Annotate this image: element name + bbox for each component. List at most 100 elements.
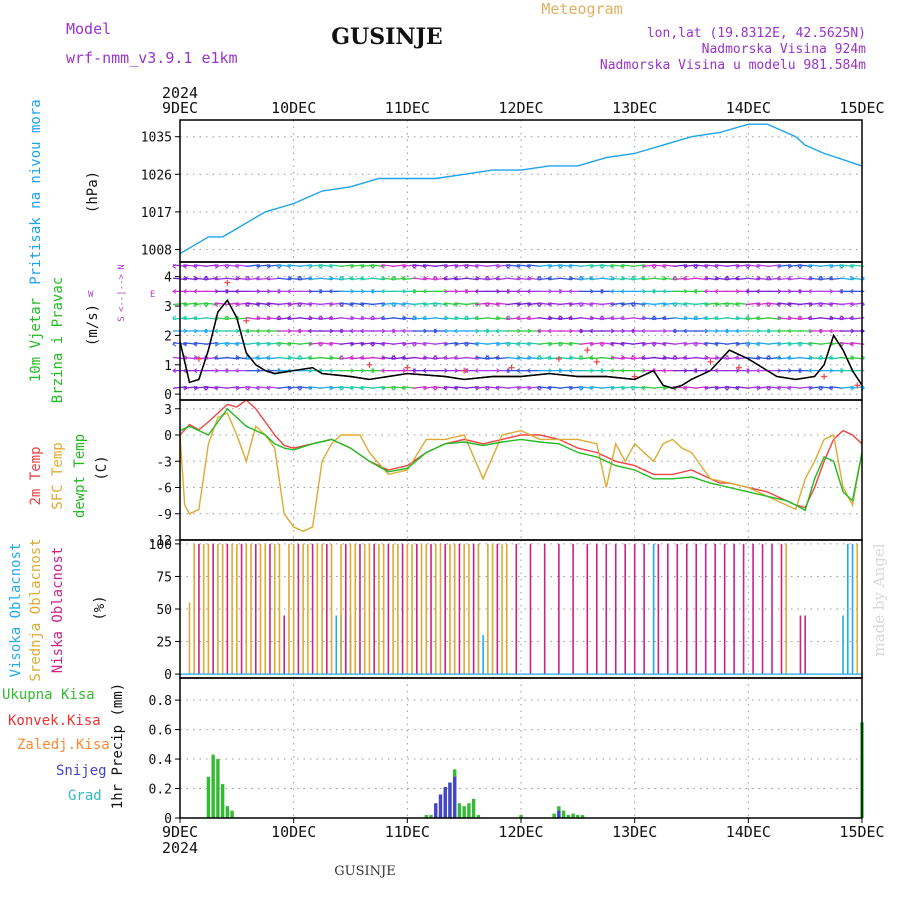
wind-arrowhead — [359, 302, 364, 307]
wind-arrowhead — [317, 315, 323, 321]
wind-arrowhead — [536, 385, 541, 391]
precip-bar — [452, 776, 457, 818]
wind-arrowhead — [463, 263, 469, 269]
wind-arrowhead — [849, 263, 854, 269]
wind-arrowhead — [640, 275, 646, 281]
credit-text: made by Angel — [870, 543, 888, 656]
wind-arrowhead — [422, 341, 427, 347]
wind-arrowhead — [317, 341, 323, 347]
wind-arrowhead — [588, 355, 594, 360]
wind-arrowhead — [838, 368, 844, 374]
wind-arrowhead — [651, 263, 656, 269]
wind-arrowhead — [474, 288, 479, 294]
wind-arrowhead — [192, 263, 198, 269]
wind-arrowhead — [443, 385, 448, 391]
wind-arrowhead — [411, 288, 416, 294]
wind-arrowhead — [203, 328, 208, 334]
wind-arrowhead — [640, 328, 646, 334]
wind-gust-markers — [195, 279, 861, 389]
wind-arrowhead — [609, 263, 614, 269]
wind-arrowhead — [213, 355, 218, 360]
wind-arrowhead — [172, 368, 177, 374]
wind-arrowhead — [766, 275, 771, 281]
wind-arrowhead — [234, 263, 239, 269]
cloud-ytick-label: 50 — [156, 603, 172, 618]
wind-arrowhead — [317, 368, 323, 374]
wind-arrowhead — [682, 385, 687, 391]
wind-arrowhead — [609, 368, 614, 374]
top-time-ticks: 9DEC 10DEC 11DEC 12DEC 13DEC 14DEC 15DEC — [162, 99, 885, 117]
wind-ytick-label: 2 — [164, 329, 172, 344]
wind-arrowhead — [276, 315, 281, 321]
wind-arrowhead — [661, 368, 666, 374]
wind-arrowhead — [588, 302, 594, 307]
wind-arrowhead — [661, 341, 666, 347]
panel-cloud: 0 25 50 75 100 — [149, 538, 863, 683]
wind-arrowhead — [547, 275, 552, 281]
wind-arrowhead — [807, 368, 812, 374]
cloud-series-niska-oblacnost — [198, 543, 806, 675]
wind-arrowhead — [484, 385, 489, 391]
wind-arrowhead — [849, 315, 854, 321]
wind-arrowhead — [182, 341, 187, 347]
wind-arrowhead — [443, 275, 448, 281]
wind-arrowhead — [557, 368, 562, 374]
wind-arrowhead — [370, 315, 375, 321]
wind-arrowhead — [495, 355, 500, 360]
wind-arrowhead — [776, 302, 781, 307]
pressure-ytick-label: 1026 — [141, 168, 172, 183]
precip-ytick-label: 0.2 — [149, 783, 172, 798]
pressure-ytick-label: 1008 — [141, 243, 172, 258]
wind-arrowhead — [599, 341, 604, 347]
wind-arrowhead — [828, 355, 833, 360]
wind-arrowhead — [620, 263, 625, 269]
wind-arrowhead — [703, 341, 708, 347]
wind-arrowhead — [328, 368, 333, 374]
wind-arrowhead — [526, 368, 531, 374]
wind-ytick-label: 1 — [164, 359, 172, 374]
wind-arrowhead — [192, 288, 198, 294]
temp-ylabel-3: dewpt Temp — [72, 434, 88, 518]
model-elevation-text: Nadmorska Visina u modelu 981.584m — [600, 58, 866, 73]
wind-arrowhead — [224, 263, 229, 269]
wind-arrowhead — [630, 328, 635, 334]
wind-arrowhead — [776, 328, 781, 334]
wind-arrowhead — [463, 315, 469, 321]
precip-ylabel: 1hr Precip (mm) — [110, 683, 126, 809]
top-time-tick-label: 11DEC — [385, 99, 430, 117]
wind-arrowhead — [672, 355, 677, 360]
wind-arrowhead — [526, 288, 531, 294]
wind-arrowhead — [359, 275, 364, 281]
precip-bar — [519, 815, 523, 818]
bottom-time-tick-label: 11DEC — [385, 823, 430, 841]
wind-arrowhead — [484, 355, 489, 360]
wind-arrowhead — [213, 328, 218, 334]
wind-arrowhead — [766, 302, 771, 307]
wind-arrowhead — [797, 288, 802, 294]
wind-arrowhead — [380, 288, 385, 294]
wind-arrowhead — [265, 328, 271, 334]
wind-arrowhead — [286, 368, 291, 374]
precip-series-snijeg — [434, 776, 561, 818]
panel-pressure: 1008 1017 1026 1035 — [141, 119, 863, 263]
wind-arrowhead — [224, 341, 229, 347]
wind-arrowhead — [599, 315, 604, 321]
wind-arrowhead — [213, 302, 218, 307]
precip-bar — [448, 782, 452, 818]
wind-arrowhead — [620, 315, 625, 321]
wind-arrowhead — [724, 302, 729, 307]
wind-arrowhead — [422, 315, 427, 321]
wind-arrowhead — [297, 328, 302, 334]
wind-arrowhead — [630, 302, 635, 307]
wind-arrowhead — [797, 315, 802, 321]
wind-arrowhead — [682, 328, 687, 334]
wind-arrowhead — [297, 385, 302, 391]
wind-arrowhead — [734, 328, 739, 334]
wind-arrowhead — [276, 288, 281, 294]
wind-arrowhead — [422, 263, 427, 269]
wind-arrowhead — [828, 328, 833, 334]
wind-arrowhead — [766, 328, 771, 334]
bottom-time-tick-label: 13DEC — [612, 823, 657, 841]
wind-arrowhead — [411, 341, 416, 347]
precip-bar — [438, 794, 443, 818]
